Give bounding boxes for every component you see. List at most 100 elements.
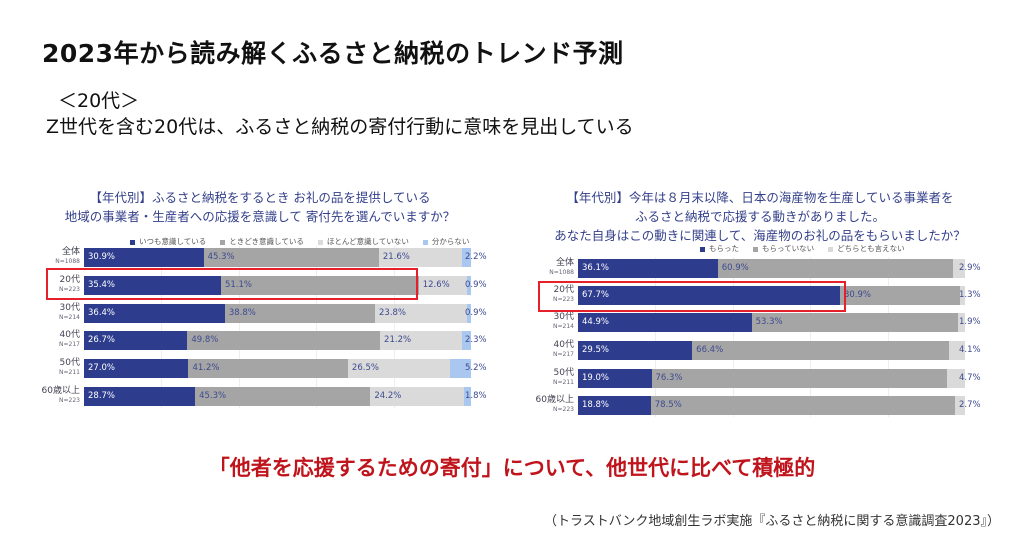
bar-value-label: 2.2% — [465, 252, 487, 262]
legend-label: ときどき意識している — [229, 237, 304, 246]
bar-row: 29.5% 66.4% — [578, 341, 965, 360]
bar-value-label: 30.9% — [843, 290, 871, 300]
category-label: 60歳以上 N=223 — [36, 386, 80, 406]
bar-value-label: 4.1% — [959, 345, 981, 355]
bar-segment: 23.8% — [375, 304, 468, 323]
bar-value-label: 24.2% — [374, 391, 402, 401]
bar-value-label: 2.3% — [465, 335, 487, 345]
legend-swatch — [220, 239, 226, 245]
bar-value-label: 44.9% — [582, 317, 610, 327]
bar-segment — [450, 359, 471, 378]
bar-segment — [946, 369, 965, 388]
section-subtitle: Z世代を含む20代は、ふるさと納税の寄付行動に意味を見出している — [46, 116, 634, 138]
bar-value-label: 30.9% — [88, 252, 116, 262]
bar-value-label: 0.9% — [465, 308, 487, 318]
category-name: 50代 — [553, 368, 574, 378]
bar-value-label: 51.1% — [224, 280, 252, 290]
legend-swatch — [422, 239, 428, 245]
legend: いつも意識している ときどき意識している ほとんど意識していない 分からない — [130, 236, 469, 247]
bar-value-label: 36.4% — [88, 308, 116, 318]
section-label: ＜20代＞ — [58, 90, 140, 112]
bar-value-label: 1.3% — [959, 290, 981, 300]
bar-value-label: 26.7% — [88, 335, 116, 345]
bar-value-label: 23.8% — [379, 308, 407, 318]
bar-value-label: 28.7% — [88, 391, 116, 401]
bar-value-label: 49.8% — [191, 335, 219, 345]
bar-segment: 38.8% — [224, 304, 375, 323]
category-label: 60歳以上 N=223 — [530, 395, 574, 415]
bar-row: 35.4% 51.1% 12.6% — [84, 276, 471, 295]
legend-label: ほとんど意識していない — [326, 237, 409, 246]
bar-value-label: 53.3% — [755, 317, 783, 327]
bar-row: 27.0% 41.2% 26.5% — [84, 359, 471, 378]
category-name: 50代 — [59, 358, 80, 368]
bar-value-label: 60.9% — [721, 263, 749, 273]
bar-segment — [959, 286, 965, 305]
category-label: 40代 N=217 — [530, 340, 574, 360]
bar-row: 19.0% 76.3% — [578, 369, 965, 388]
legend-label: どちらとも言えない — [837, 244, 905, 253]
bar-value-label: 4.7% — [959, 373, 981, 383]
legend-swatch — [130, 239, 135, 245]
bar-value-label: 29.5% — [582, 345, 610, 355]
bar-segment: 53.3% — [751, 313, 958, 332]
legend-swatch — [317, 239, 323, 245]
bar-segment — [462, 331, 471, 350]
chart-title-line: 地域の事業者・生産者への応援を意識して 寄付先を選んでいますか？ — [64, 209, 456, 224]
bar-segment: 49.8% — [187, 331, 381, 350]
legend-swatch — [753, 246, 758, 252]
category-name: 30代 — [59, 303, 80, 313]
bar-segment — [957, 313, 966, 332]
category-n: N=223 — [553, 406, 574, 413]
bar-segment: 18.8% — [578, 396, 651, 415]
legend-item: どちらとも言えない — [828, 243, 905, 254]
bar-segment: 30.9% — [839, 286, 960, 305]
highlight-box — [538, 281, 846, 312]
category-name: 30代 — [553, 312, 574, 322]
bar-row: 26.7% 49.8% 21.2% — [84, 331, 471, 350]
bar-value-label: 18.8% — [582, 400, 610, 410]
gridline — [887, 257, 889, 417]
bar-segment: 60.9% — [717, 259, 954, 278]
bar-segment: 30.9% — [84, 248, 204, 267]
bar-value-label: 21.6% — [382, 252, 410, 262]
bar-segment — [464, 387, 471, 406]
bar-value-label: 45.3% — [207, 252, 235, 262]
category-n: N=217 — [553, 351, 574, 358]
category-name: 60歳以上 — [535, 395, 574, 405]
bar-value-label: 36.1% — [582, 263, 610, 273]
bar-value-label: 1.9% — [959, 317, 981, 327]
chart-title-line: ふるさと納税で応援する動きがありました。 — [634, 209, 885, 224]
bar-segment — [949, 341, 965, 360]
bar-segment: 36.1% — [578, 259, 718, 278]
bar-value-label: 66.4% — [696, 345, 724, 355]
bar-row: 36.1% 60.9% — [578, 259, 965, 278]
chart-title: 【年代別】ふるさと納税をするとき お礼の品を提供している 地域の事業者・生産者への… — [40, 188, 480, 226]
gridline — [810, 257, 812, 417]
category-label: 50代 N=211 — [530, 368, 574, 388]
bar-segment: 35.4% — [84, 276, 221, 295]
category-label: 30代 N=214 — [36, 303, 80, 323]
page-title: 2023年から読み解くふるさと納税のトレンド予測 — [42, 39, 624, 68]
bar-segment: 66.4% — [692, 341, 950, 360]
legend-item: ときどき意識している — [220, 236, 304, 247]
category-n: N=223 — [553, 296, 574, 303]
legend-item: 分からない — [422, 236, 469, 247]
category-n: N=1088 — [55, 258, 80, 265]
bar-value-label: 35.4% — [88, 280, 116, 290]
bar-value-label: 2.9% — [959, 263, 981, 273]
gridline — [238, 246, 240, 408]
bar-segment: 28.7% — [84, 387, 196, 406]
bar-segment: 76.3% — [651, 369, 947, 388]
bar-value-label: 21.2% — [384, 335, 412, 345]
category-label: 20代 N=223 — [36, 275, 80, 295]
bar-value-label: 78.5% — [654, 400, 682, 410]
bar-segment: 12.6% — [418, 276, 468, 295]
category-n: N=223 — [59, 286, 80, 293]
bar-row: 18.8% 78.5% — [578, 396, 965, 415]
legend-item: もらっていない — [753, 243, 814, 254]
category-label: 20代 N=223 — [530, 285, 574, 305]
bar-segment — [953, 259, 965, 278]
bar-segment: 45.3% — [195, 387, 371, 406]
bar-segment: 26.7% — [84, 331, 188, 350]
